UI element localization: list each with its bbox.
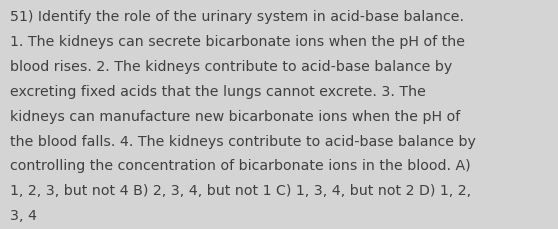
Text: 51) Identify the role of the urinary system in acid-base balance.: 51) Identify the role of the urinary sys… xyxy=(10,10,464,24)
Text: controlling the concentration of bicarbonate ions in the blood. A): controlling the concentration of bicarbo… xyxy=(10,159,470,173)
Text: 3, 4: 3, 4 xyxy=(10,208,37,222)
Text: 1. The kidneys can secrete bicarbonate ions when the pH of the: 1. The kidneys can secrete bicarbonate i… xyxy=(10,35,465,49)
Text: blood rises. 2. The kidneys contribute to acid-base balance by: blood rises. 2. The kidneys contribute t… xyxy=(10,60,453,74)
Text: kidneys can manufacture new bicarbonate ions when the pH of: kidneys can manufacture new bicarbonate … xyxy=(10,109,460,123)
Text: 1, 2, 3, but not 4 B) 2, 3, 4, but not 1 C) 1, 3, 4, but not 2 D) 1, 2,: 1, 2, 3, but not 4 B) 2, 3, 4, but not 1… xyxy=(10,183,471,197)
Text: excreting fixed acids that the lungs cannot excrete. 3. The: excreting fixed acids that the lungs can… xyxy=(10,85,426,98)
Text: the blood falls. 4. The kidneys contribute to acid-base balance by: the blood falls. 4. The kidneys contribu… xyxy=(10,134,476,148)
